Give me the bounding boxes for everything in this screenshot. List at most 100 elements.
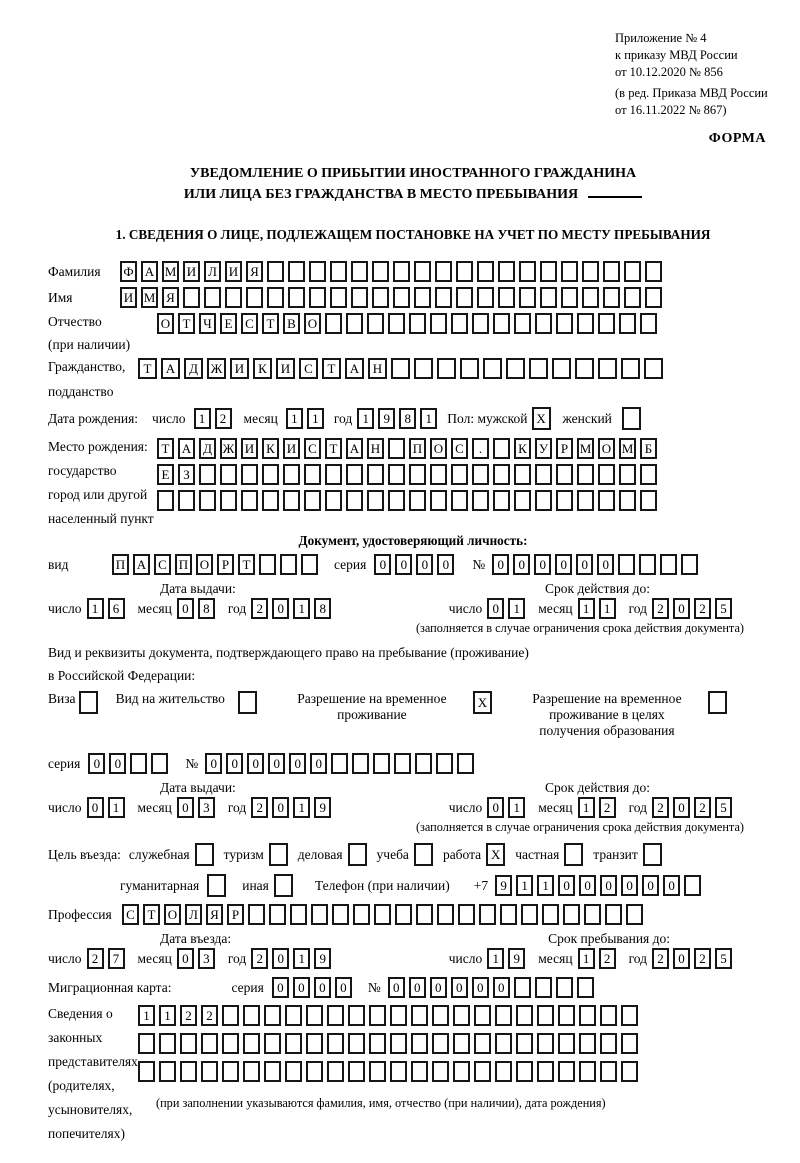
form-cell[interactable]: 2 — [694, 948, 711, 969]
form-cell[interactable] — [577, 490, 594, 511]
form-cell[interactable] — [513, 977, 531, 998]
form-cell[interactable] — [432, 1033, 449, 1054]
form-cell[interactable]: 5 — [715, 797, 732, 818]
form-cell[interactable]: 0 — [247, 753, 265, 774]
form-cell[interactable] — [194, 843, 214, 866]
form-cell[interactable]: А — [346, 438, 363, 459]
form-cell[interactable]: 0 — [408, 977, 426, 998]
form-cell[interactable]: 2 — [214, 408, 232, 429]
form-cell[interactable] — [351, 261, 368, 282]
form-cell[interactable]: 0 — [272, 598, 290, 619]
form-cell[interactable]: А — [345, 358, 364, 379]
form-cell[interactable] — [529, 358, 548, 379]
form-cell[interactable]: 0 — [310, 753, 328, 774]
form-cell[interactable] — [390, 1005, 407, 1026]
form-cell[interactable]: 0 — [176, 598, 194, 619]
form-cell[interactable] — [603, 287, 620, 308]
form-cell[interactable]: 1 — [516, 875, 534, 896]
form-cell[interactable]: И — [225, 261, 242, 282]
form-cell[interactable]: Т — [322, 358, 341, 379]
form-cell[interactable] — [159, 1033, 176, 1054]
form-cell[interactable] — [500, 904, 517, 925]
form-cell[interactable] — [264, 1005, 281, 1026]
form-cell[interactable]: Р — [227, 904, 244, 925]
form-cell[interactable] — [681, 554, 699, 575]
form-cell[interactable] — [372, 287, 389, 308]
form-cell[interactable] — [351, 287, 368, 308]
form-cell[interactable] — [621, 407, 641, 430]
form-cell[interactable]: 1 — [508, 797, 526, 818]
form-cell[interactable]: 0 — [205, 753, 223, 774]
form-cell[interactable] — [325, 313, 342, 334]
form-cell[interactable]: Т — [138, 358, 157, 379]
form-cell[interactable] — [415, 753, 433, 774]
form-cell[interactable] — [159, 1061, 176, 1082]
form-cell[interactable]: И — [241, 438, 258, 459]
form-cell[interactable]: А — [178, 438, 195, 459]
form-cell[interactable] — [290, 904, 307, 925]
form-cell[interactable]: М — [162, 261, 179, 282]
form-cell[interactable] — [561, 287, 578, 308]
form-cell[interactable] — [369, 1061, 386, 1082]
form-cell[interactable]: 1 — [107, 797, 125, 818]
form-cell[interactable]: О — [196, 554, 213, 575]
form-cell[interactable] — [306, 1033, 323, 1054]
form-cell[interactable]: Т — [178, 313, 195, 334]
form-cell[interactable]: 0 — [272, 797, 290, 818]
form-cell[interactable] — [619, 313, 636, 334]
form-cell[interactable] — [414, 287, 431, 308]
form-cell[interactable] — [222, 1033, 239, 1054]
form-cell[interactable]: Д — [199, 438, 216, 459]
form-cell[interactable] — [306, 1061, 323, 1082]
form-cell[interactable]: С — [299, 358, 318, 379]
form-cell[interactable] — [269, 904, 286, 925]
form-cell[interactable]: 1 — [293, 598, 311, 619]
form-cell[interactable]: 2 — [251, 948, 269, 969]
form-cell[interactable] — [259, 554, 276, 575]
form-cell[interactable] — [556, 490, 573, 511]
form-cell[interactable]: 9 — [508, 948, 526, 969]
form-cell[interactable] — [395, 904, 412, 925]
form-cell[interactable]: 2 — [598, 797, 616, 818]
form-cell[interactable] — [416, 904, 433, 925]
form-cell[interactable]: К — [514, 438, 531, 459]
form-cell[interactable] — [390, 1061, 407, 1082]
form-cell[interactable]: А — [133, 554, 150, 575]
form-cell[interactable] — [474, 1005, 491, 1026]
form-cell[interactable]: 0 — [395, 554, 413, 575]
form-cell[interactable] — [436, 753, 454, 774]
form-cell[interactable] — [451, 490, 468, 511]
form-cell[interactable] — [437, 904, 454, 925]
form-cell[interactable]: 0 — [429, 977, 447, 998]
form-cell[interactable]: Ж — [207, 358, 226, 379]
form-cell[interactable] — [516, 1033, 533, 1054]
form-cell[interactable] — [325, 490, 342, 511]
form-cell[interactable]: 2 — [652, 797, 669, 818]
form-cell[interactable] — [645, 287, 662, 308]
form-cell[interactable] — [639, 554, 657, 575]
form-cell[interactable] — [241, 490, 258, 511]
form-cell[interactable] — [330, 287, 347, 308]
form-cell[interactable] — [225, 287, 242, 308]
form-cell[interactable] — [579, 1005, 596, 1026]
form-cell[interactable] — [288, 287, 305, 308]
form-cell[interactable]: 0 — [487, 598, 505, 619]
form-cell[interactable] — [409, 464, 426, 485]
form-cell[interactable]: 0 — [313, 977, 331, 998]
form-cell[interactable] — [304, 464, 321, 485]
form-cell[interactable] — [411, 1061, 428, 1082]
form-cell[interactable] — [493, 438, 510, 459]
form-cell[interactable] — [352, 753, 370, 774]
form-cell[interactable] — [78, 691, 98, 714]
form-cell[interactable] — [642, 843, 662, 866]
form-cell[interactable] — [414, 261, 431, 282]
form-cell[interactable] — [493, 464, 510, 485]
form-cell[interactable]: У — [535, 438, 552, 459]
form-cell[interactable]: Е — [157, 464, 174, 485]
form-cell[interactable]: 0 — [176, 948, 194, 969]
form-cell[interactable]: И — [276, 358, 295, 379]
form-cell[interactable] — [582, 261, 599, 282]
form-cell[interactable] — [477, 287, 494, 308]
form-cell[interactable]: 0 — [558, 875, 576, 896]
form-cell[interactable] — [409, 490, 426, 511]
